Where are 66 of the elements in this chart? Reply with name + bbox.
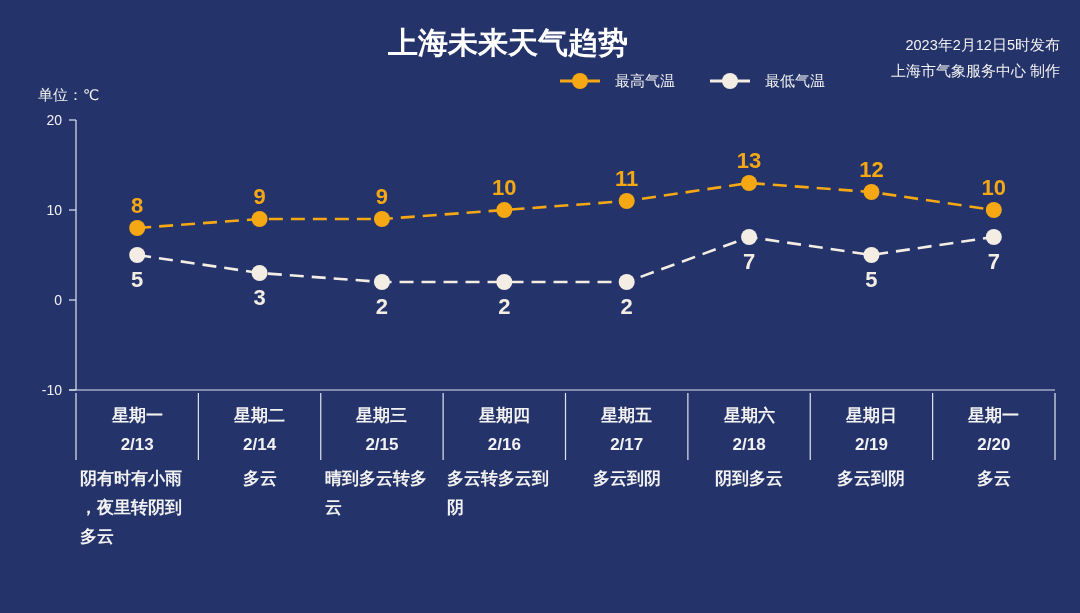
point <box>251 265 268 281</box>
data-label: 2 <box>498 294 511 319</box>
xtick: 2/19 <box>854 435 888 454</box>
xtick: 星期日 <box>845 406 897 425</box>
data-label: 8 <box>131 193 144 218</box>
data-label: 5 <box>865 267 878 292</box>
ytick: 20 <box>46 112 62 128</box>
xtick-note: 阴到多云 <box>715 469 784 487</box>
data-label: 7 <box>742 249 756 274</box>
point <box>741 229 758 245</box>
xtick: 星期六 <box>723 406 775 425</box>
data-label: 2 <box>620 294 633 319</box>
xtick-note: 多云转多云到阴 <box>447 469 550 516</box>
xtick: 2/17 <box>610 435 644 454</box>
point <box>863 184 880 200</box>
annotation: 上海市气象服务中心 制作 <box>890 63 1060 79</box>
point <box>618 193 635 209</box>
data-label: 13 <box>736 148 762 173</box>
point <box>618 274 635 290</box>
ytick: -10 <box>41 382 62 398</box>
data-label: 10 <box>492 175 517 200</box>
legend-text: 最高气温 <box>615 73 675 89</box>
data-label: 12 <box>859 157 884 182</box>
xtick: 星期一 <box>968 406 1020 425</box>
data-label: 7 <box>987 249 1000 274</box>
xtick-note: 多云到阴 <box>592 469 661 487</box>
point <box>496 274 513 290</box>
annotation: 2023年2月12日5时发布 <box>905 37 1060 53</box>
xtick: 星期三 <box>356 406 408 425</box>
xtick: 2/16 <box>487 435 521 454</box>
xtick: 2/18 <box>732 435 766 454</box>
point <box>496 202 513 218</box>
point <box>129 247 146 263</box>
xtick: 星期四 <box>478 406 530 425</box>
point <box>373 211 390 227</box>
xtick: 2/13 <box>120 435 154 454</box>
xtick: 2/20 <box>977 435 1011 454</box>
point <box>251 211 268 227</box>
point <box>985 202 1002 218</box>
ylabel: 单位：℃ <box>38 87 100 103</box>
data-label: 2 <box>375 294 389 319</box>
title: 上海未来天气趋势 <box>388 26 628 59</box>
xtick: 2/14 <box>243 435 277 454</box>
legend-text: 最低气温 <box>765 73 825 89</box>
xtick-note: 阴有时有小雨，夜里转阴到多云 <box>80 469 182 545</box>
data-label: 5 <box>131 267 144 292</box>
point <box>373 274 390 290</box>
ytick: 10 <box>46 202 62 218</box>
data-label: 3 <box>253 285 266 310</box>
point <box>741 175 758 191</box>
data-label: 10 <box>981 175 1007 200</box>
xtick-note: 多云 <box>976 469 1011 487</box>
ytick: 0 <box>54 292 62 308</box>
xtick: 星期五 <box>601 406 653 425</box>
xtick-note: 晴到多云转多云 <box>324 469 427 516</box>
point <box>129 220 146 236</box>
data-label: 11 <box>615 166 639 191</box>
data-label: 9 <box>253 184 266 209</box>
xtick-note: 多云 <box>242 469 277 487</box>
xtick-note: 多云到阴 <box>837 469 906 487</box>
xtick: 2/15 <box>365 435 399 454</box>
point <box>863 247 880 263</box>
xtick: 星期二 <box>234 406 286 425</box>
data-label: 9 <box>375 184 389 209</box>
point <box>985 229 1002 245</box>
xtick: 星期一 <box>111 406 163 425</box>
